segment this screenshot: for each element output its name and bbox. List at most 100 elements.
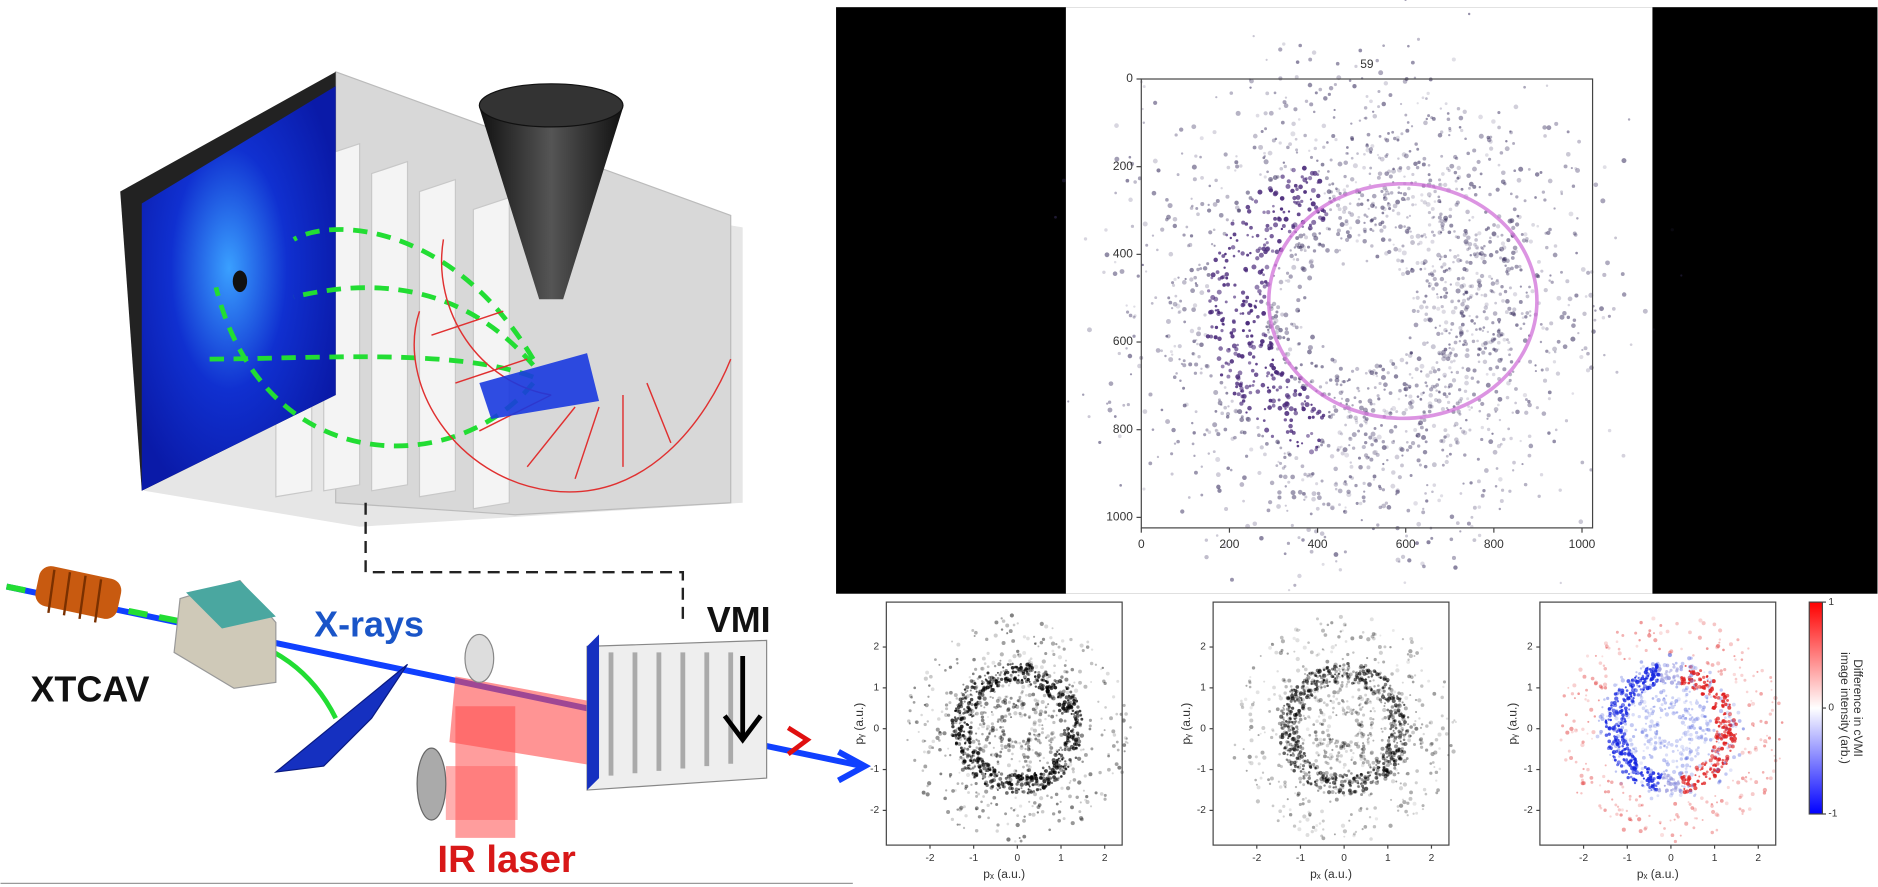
image-dot — [1462, 299, 1466, 303]
image-dot — [1215, 96, 1217, 98]
image-dot — [1082, 394, 1084, 396]
image-dot — [1465, 419, 1468, 422]
image-dot — [1498, 328, 1501, 331]
image-dot — [1316, 617, 1319, 620]
image-dot — [1346, 672, 1349, 675]
image-dot — [1435, 779, 1437, 781]
image-dot — [1382, 463, 1384, 465]
image-dot — [1226, 375, 1230, 379]
image-dot — [963, 721, 965, 723]
image-dot — [1363, 153, 1366, 156]
image-dot — [1386, 756, 1388, 758]
image-dot — [1390, 734, 1394, 738]
image-dot — [1190, 329, 1194, 333]
image-dot — [1480, 246, 1483, 249]
image-dot — [966, 773, 970, 777]
image-dot — [1065, 660, 1067, 662]
image-dot — [1114, 415, 1117, 418]
image-dot — [1348, 211, 1351, 214]
image-dot — [1358, 234, 1361, 237]
image-dot — [1322, 674, 1325, 677]
image-dot — [966, 723, 969, 726]
image-dot — [1264, 731, 1266, 733]
image-dot — [1310, 156, 1313, 159]
image-dot — [1406, 509, 1410, 513]
image-hole — [1344, 290, 1378, 324]
image-dot — [1410, 640, 1414, 644]
image-dot — [1042, 675, 1045, 678]
image-dot — [1354, 396, 1357, 399]
image-dot — [1441, 332, 1444, 335]
image-dot — [1405, 394, 1407, 396]
image-dot — [1428, 410, 1432, 414]
image-dot — [1477, 458, 1480, 461]
image-dot — [1033, 722, 1037, 726]
image-dot — [1425, 279, 1428, 282]
image-dot — [1102, 667, 1104, 669]
image-dot — [1423, 200, 1427, 204]
image-dot — [982, 657, 986, 661]
image-dot — [1296, 698, 1298, 700]
image-dot — [1192, 443, 1195, 446]
image-dot — [1014, 740, 1017, 743]
image-dot — [997, 783, 1001, 787]
image-dot — [1249, 196, 1253, 200]
image-dot — [1571, 167, 1573, 169]
image-dot — [1442, 686, 1444, 688]
image-dot — [1283, 730, 1287, 734]
image-dot — [1425, 793, 1428, 796]
image-dot — [1309, 762, 1311, 764]
image-dot — [1353, 833, 1356, 836]
image-dot — [1406, 729, 1409, 732]
image-dot — [925, 671, 929, 675]
image-dot — [1065, 707, 1068, 710]
image-dot — [926, 785, 928, 787]
image-dot — [1455, 180, 1458, 183]
image-dot — [1477, 231, 1481, 235]
image-dot — [1332, 707, 1335, 710]
image-dot — [1075, 700, 1078, 703]
image-dot — [1328, 415, 1331, 418]
image-dot — [1024, 760, 1027, 763]
image-dot — [1317, 181, 1319, 183]
image-dot — [1493, 450, 1498, 455]
image-dot — [1525, 398, 1528, 401]
image-dot — [1350, 759, 1352, 761]
image-dot — [1473, 369, 1477, 373]
image-dot — [998, 777, 1002, 781]
y-tick-label: -2 — [1197, 805, 1206, 816]
image-dot — [1032, 783, 1035, 786]
image-dot — [1409, 373, 1412, 376]
image-dot — [1098, 771, 1101, 774]
image-dot — [1438, 220, 1441, 223]
image-dot — [1448, 230, 1452, 234]
image-dot — [1364, 694, 1367, 697]
image-dot — [1276, 388, 1279, 391]
image-dot — [1323, 96, 1327, 100]
image-dot — [1380, 190, 1383, 193]
image-dot — [1318, 216, 1322, 220]
image-dot — [1494, 390, 1498, 394]
image-dot — [1033, 734, 1035, 736]
image-dot — [1480, 402, 1484, 406]
image-dot — [1279, 474, 1283, 478]
image-dot — [1200, 494, 1203, 497]
image-dot — [1332, 780, 1336, 784]
image-dot — [1325, 248, 1330, 253]
image-dot — [1169, 252, 1174, 257]
image-dot — [1447, 112, 1450, 115]
image-dot — [1343, 206, 1348, 211]
image-dot — [1453, 255, 1457, 259]
image-dot — [1377, 684, 1380, 687]
image-dot — [1750, 700, 1752, 702]
image-dot — [1605, 260, 1610, 265]
image-dot — [973, 776, 975, 778]
image-dot — [1249, 252, 1251, 254]
image-dot — [1028, 813, 1031, 816]
image-dot — [1421, 723, 1423, 725]
image-dot — [1383, 645, 1386, 648]
image-dot — [1529, 310, 1531, 312]
image-dot — [1220, 312, 1223, 315]
image-dot — [1056, 803, 1059, 806]
bottom-plots: -2-1012-2-1012pₓ (a.u.)pᵧ (a.u.)-2-1012-… — [852, 597, 1865, 881]
